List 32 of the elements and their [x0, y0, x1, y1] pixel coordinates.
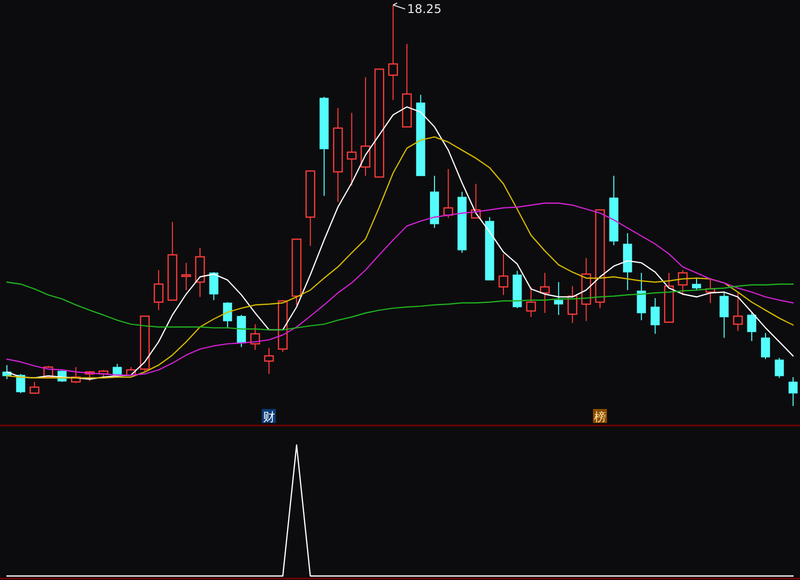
candlestick: [540, 272, 550, 314]
candlestick: [498, 254, 508, 296]
candlestick: [250, 324, 260, 350]
candlestick: [223, 302, 232, 328]
candlestick: [209, 272, 218, 301]
candlestick: [154, 270, 164, 311]
candlestick: [581, 258, 592, 322]
candlestick: [346, 112, 357, 186]
candlestick: [568, 286, 578, 324]
text: 榜: [594, 410, 606, 424]
candlestick: [195, 248, 205, 298]
candlestick: [443, 168, 454, 218]
candlestick: [388, 4, 398, 101]
candlestick: [720, 292, 729, 338]
candlestick: [705, 278, 716, 304]
candlestick: [264, 347, 274, 374]
text: 财: [262, 410, 275, 424]
candlestick: [16, 373, 26, 394]
candlestick: [636, 272, 646, 321]
candlestick: [774, 357, 784, 378]
candlestick: [760, 332, 770, 360]
candlestick: [788, 376, 798, 406]
candlestick: [360, 76, 370, 176]
candlestick: [333, 108, 343, 202]
candlestick: [650, 298, 660, 334]
candlestick: [181, 262, 192, 291]
candlestick: [692, 278, 702, 291]
candlestick: [678, 270, 688, 296]
annotation: 18.25: [407, 2, 442, 16]
candlestick: [526, 286, 536, 318]
candlestick: [747, 312, 756, 342]
candlestick: [554, 282, 564, 316]
